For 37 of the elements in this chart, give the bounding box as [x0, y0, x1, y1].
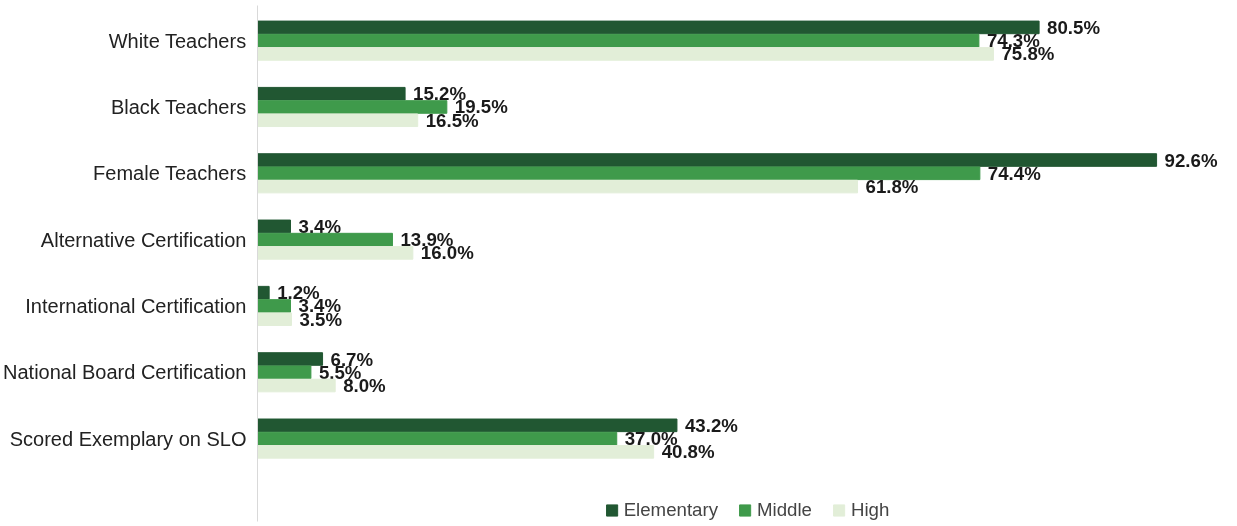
bar — [257, 445, 655, 459]
bar — [257, 219, 292, 234]
bar — [257, 352, 324, 366]
data-label: 61.8% — [865, 176, 919, 198]
data-label: 74.4% — [987, 162, 1042, 184]
y-tick-label: International Certification — [25, 294, 247, 317]
bar — [257, 285, 270, 300]
legend-label: Elementary — [623, 499, 719, 521]
y-tick-label: Scored Exemplary on SLO — [9, 427, 247, 450]
bar — [257, 113, 419, 128]
data-label: 80.5% — [1047, 16, 1101, 38]
bar — [257, 166, 981, 181]
y-tick-label: Black Teachers — [110, 95, 247, 118]
bar — [257, 431, 618, 446]
bar — [257, 232, 393, 247]
legend-label: Middle — [757, 499, 812, 521]
bar — [257, 179, 859, 194]
bar — [257, 47, 994, 61]
data-label: 43.2% — [684, 414, 739, 436]
data-label: 92.6% — [1164, 149, 1218, 171]
y-tick-label: Female Teachers — [93, 162, 247, 185]
y-tick-label: National Board Certification — [3, 361, 247, 384]
legend-label: High — [850, 499, 890, 521]
bar — [257, 153, 1158, 167]
bar — [257, 365, 312, 380]
y-tick-label: White Teachers — [108, 29, 247, 52]
bar — [257, 20, 1040, 35]
bar — [257, 312, 292, 327]
bar — [257, 299, 292, 313]
bar — [257, 418, 678, 433]
bar — [257, 246, 414, 260]
y-tick-label: Alternative Certification — [40, 228, 247, 251]
bar — [257, 378, 336, 393]
bar — [257, 100, 448, 114]
bar — [257, 86, 406, 101]
data-label: 3.4% — [298, 215, 342, 237]
bar — [257, 33, 980, 48]
